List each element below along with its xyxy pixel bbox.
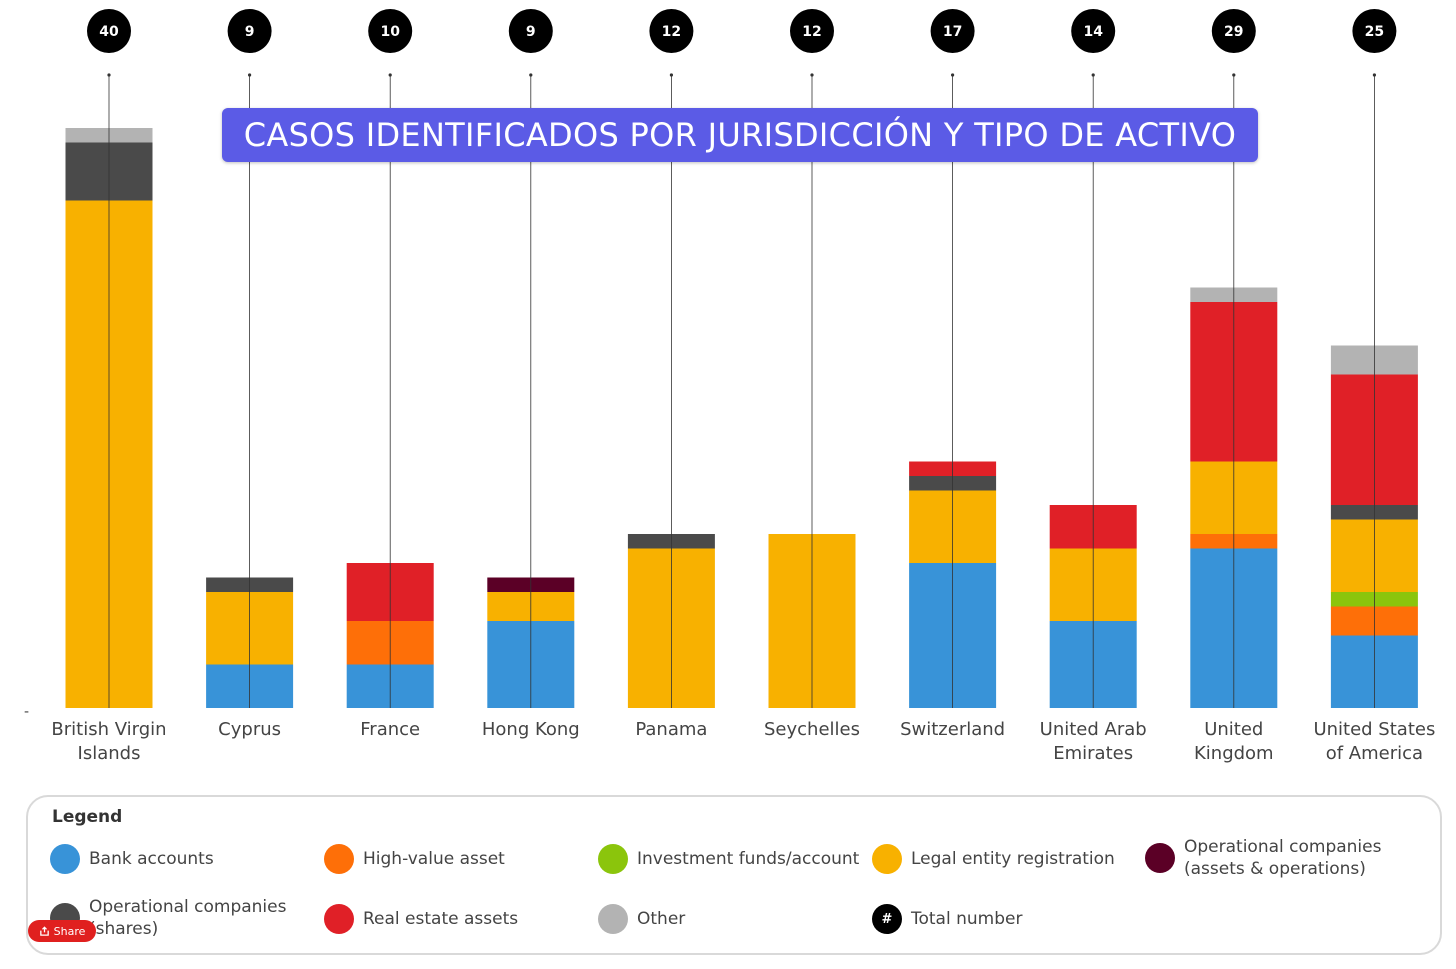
axis-tick-dash: - bbox=[24, 704, 30, 720]
legend-item-bank-accounts: Bank accounts bbox=[50, 844, 214, 874]
category-label: France bbox=[360, 719, 421, 740]
legend-item-other: Other bbox=[598, 904, 685, 934]
legend-item-operational-assets: Operational companies (assets & operatio… bbox=[1145, 836, 1395, 880]
total-badge bbox=[1071, 9, 1116, 53]
legend-label: Other bbox=[637, 909, 686, 929]
stacked-bar-chart: 40 9 10 9 12 12 17 14 29 25 bbox=[65, 9, 1418, 708]
total-label: 29 bbox=[1224, 24, 1243, 40]
legend-label: Investment funds/account bbox=[637, 849, 860, 869]
legend-label: Legal entity registration bbox=[911, 849, 1115, 869]
legend-item-high-value-asset: High-value asset bbox=[324, 844, 505, 874]
category-label: Hong Kong bbox=[481, 719, 580, 740]
legend-swatch bbox=[50, 844, 80, 874]
legend-swatch bbox=[1145, 843, 1175, 873]
legend-swatch bbox=[598, 844, 628, 874]
share-button[interactable]: Share bbox=[28, 920, 96, 942]
total-badge bbox=[930, 9, 975, 53]
category-label: Cyprus bbox=[218, 719, 282, 740]
legend-swatch bbox=[598, 904, 628, 934]
total-badge bbox=[1352, 9, 1397, 53]
total-label: 14 bbox=[1083, 24, 1103, 40]
legend-swatch bbox=[872, 844, 902, 874]
share-icon bbox=[39, 925, 49, 936]
legend-label: Operational companies (assets & operatio… bbox=[1184, 837, 1382, 879]
share-label: Share bbox=[53, 924, 86, 938]
guide-dot bbox=[107, 73, 111, 77]
legend-label: Operational companies (shares) bbox=[89, 897, 287, 939]
total-label: 9 bbox=[526, 24, 536, 40]
legend-swatch bbox=[324, 844, 354, 874]
total-label: 40 bbox=[99, 24, 119, 40]
category-label: United Arab Emirates bbox=[1039, 719, 1147, 764]
total-label: 12 bbox=[662, 24, 681, 40]
guide-dot bbox=[529, 73, 533, 77]
total-label: 9 bbox=[245, 24, 255, 40]
guide-dot bbox=[810, 73, 814, 77]
legend-item-investment-funds: Investment funds/account bbox=[598, 844, 859, 874]
total-badge bbox=[368, 9, 413, 53]
chart-title: CASOS IDENTIFICADOS POR JURISDICCIÓN Y T… bbox=[222, 108, 1258, 162]
legend-heading: Legend bbox=[52, 807, 123, 827]
guide-dot bbox=[951, 73, 955, 77]
legend-swatch bbox=[324, 904, 354, 934]
guide-dot bbox=[1372, 73, 1376, 77]
legend-label: High-value asset bbox=[363, 849, 505, 869]
total-badge bbox=[87, 9, 131, 53]
guide-dot bbox=[248, 73, 252, 77]
legend-label: Real estate assets bbox=[363, 909, 519, 929]
legend-panel bbox=[26, 795, 1442, 955]
total-label: 10 bbox=[380, 24, 400, 40]
legend-swatch: # bbox=[872, 904, 902, 934]
guide-dot bbox=[1091, 73, 1095, 77]
category-label: British Virgin Islands bbox=[51, 719, 167, 764]
total-badge bbox=[1211, 9, 1256, 53]
total-badge bbox=[508, 9, 553, 53]
total-label: 25 bbox=[1365, 24, 1384, 40]
legend-label: Total number bbox=[911, 909, 1023, 929]
total-label: 12 bbox=[802, 24, 821, 40]
guide-dot bbox=[1232, 73, 1236, 77]
total-badge bbox=[790, 9, 834, 53]
total-badge bbox=[649, 9, 694, 53]
category-label: Panama bbox=[635, 719, 708, 740]
category-label: United States of America bbox=[1313, 719, 1436, 764]
total-label: 17 bbox=[943, 24, 962, 40]
legend-item-real-estate: Real estate assets bbox=[324, 904, 518, 934]
category-label: Seychelles bbox=[764, 719, 860, 740]
legend-item-legal-entity: Legal entity registration bbox=[872, 844, 1115, 874]
guide-dot bbox=[388, 73, 392, 77]
total-badge bbox=[227, 9, 272, 53]
category-label: United Kingdom bbox=[1193, 719, 1274, 764]
legend-label: Bank accounts bbox=[89, 849, 214, 869]
guide-dot bbox=[669, 73, 674, 77]
legend-item-total-number: # Total number bbox=[872, 904, 1022, 934]
category-label: Switzerland bbox=[900, 719, 1006, 740]
